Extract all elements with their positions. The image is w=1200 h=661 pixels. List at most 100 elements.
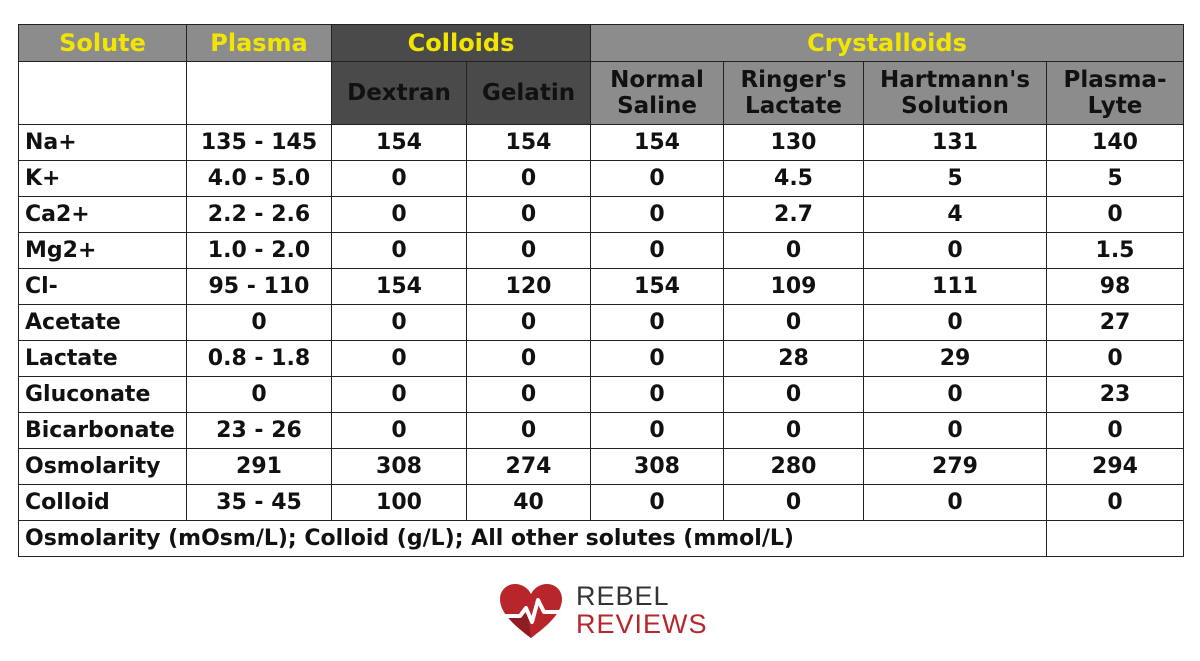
solute-cell: Mg2+ <box>18 232 187 269</box>
normal-saline-cell: 0 <box>590 196 725 233</box>
footnote-blank-cell <box>1046 520 1185 557</box>
ringers-lactate-cell: 0 <box>723 484 865 521</box>
ringers-lactate-cell: 0 <box>723 232 865 269</box>
plasma-lyte-cell: 98 <box>1046 268 1185 305</box>
normal-saline-cell: 0 <box>590 376 725 413</box>
table-row: Na+ 135 - 145 154 154 154 130 131 140 <box>18 124 1185 161</box>
hartmanns-cell: 0 <box>863 232 1048 269</box>
hartmanns-cell: 29 <box>863 340 1048 377</box>
plasma-cell: 291 <box>186 448 332 485</box>
ringers-lactate-cell: 130 <box>723 124 865 161</box>
ringers-lactate-cell: 109 <box>723 268 865 305</box>
ringers-lactate-cell: 0 <box>723 412 865 449</box>
hartmanns-cell: 4 <box>863 196 1048 233</box>
gelatin-cell: 0 <box>465 412 592 449</box>
gelatin-cell: 0 <box>465 196 592 233</box>
plasma-lyte-cell: 5 <box>1046 160 1185 197</box>
plasma-lyte-cell: 0 <box>1046 412 1185 449</box>
dextran-cell: 0 <box>331 304 467 341</box>
solute-cell: Gluconate <box>18 376 187 413</box>
plasma-cell: 0 <box>186 376 332 413</box>
hartmanns-cell: 0 <box>863 484 1048 521</box>
subheader-ringers-lactate: Ringer's Lactate <box>723 61 865 125</box>
gelatin-cell: 0 <box>465 340 592 377</box>
header-colloids: Colloids <box>330 24 592 62</box>
solute-cell: Cl- <box>18 268 187 305</box>
solute-cell: Acetate <box>18 304 187 341</box>
table-body: Na+ 135 - 145 154 154 154 130 131 140 K+… <box>17 124 1185 557</box>
normal-saline-cell: 0 <box>590 484 725 521</box>
ringers-lactate-cell: 0 <box>723 304 865 341</box>
hartmanns-cell: 0 <box>863 412 1048 449</box>
table-row: Lactate 0.8 - 1.8 0 0 0 28 29 0 <box>18 340 1185 377</box>
plasma-lyte-cell: 294 <box>1046 448 1185 485</box>
dextran-cell: 0 <box>331 412 467 449</box>
plasma-lyte-cell: 1.5 <box>1046 232 1185 269</box>
hartmanns-cell: 111 <box>863 268 1048 305</box>
logo-line-2: REVIEWS <box>576 609 708 639</box>
header-row-top: Solute Plasma Colloids Crystalloids <box>18 24 1185 62</box>
normal-saline-cell: 0 <box>590 160 725 197</box>
solute-cell: Na+ <box>18 124 187 161</box>
plasma-cell: 135 - 145 <box>186 124 332 161</box>
table-row: Gluconate 0 0 0 0 0 0 23 <box>18 376 1185 413</box>
plasma-lyte-cell: 140 <box>1046 124 1185 161</box>
normal-saline-cell: 0 <box>590 232 725 269</box>
header-row-sub: Dextran Gelatin Normal Saline Ringer's L… <box>18 61 1185 125</box>
hartmanns-cell: 131 <box>863 124 1048 161</box>
gelatin-cell: 120 <box>465 268 592 305</box>
plasma-cell: 95 - 110 <box>186 268 332 305</box>
hartmanns-cell: 0 <box>863 376 1048 413</box>
table-row: Acetate 0 0 0 0 0 0 27 <box>18 304 1185 341</box>
table-row: Cl- 95 - 110 154 120 154 109 111 98 <box>18 268 1185 305</box>
ringers-lactate-cell: 2.7 <box>723 196 865 233</box>
normal-saline-cell: 154 <box>590 124 725 161</box>
plasma-cell: 0.8 - 1.8 <box>186 340 332 377</box>
gelatin-cell: 0 <box>465 160 592 197</box>
plasma-cell: 35 - 45 <box>186 484 332 521</box>
heart-ecg-icon <box>498 582 564 644</box>
table-row: Mg2+ 1.0 - 2.0 0 0 0 0 0 1.5 <box>18 232 1185 269</box>
hartmanns-cell: 279 <box>863 448 1048 485</box>
normal-saline-cell: 154 <box>590 268 725 305</box>
plasma-cell: 1.0 - 2.0 <box>186 232 332 269</box>
ringers-lactate-cell: 280 <box>723 448 865 485</box>
hartmanns-cell: 5 <box>863 160 1048 197</box>
plasma-cell: 0 <box>186 304 332 341</box>
dextran-cell: 154 <box>331 268 467 305</box>
solute-cell: Osmolarity <box>18 448 187 485</box>
solute-cell: Colloid <box>18 484 187 521</box>
header-blank-cell <box>186 61 332 125</box>
normal-saline-cell: 308 <box>590 448 725 485</box>
plasma-lyte-cell: 0 <box>1046 484 1185 521</box>
subheader-gelatin: Gelatin <box>465 61 592 125</box>
dextran-cell: 100 <box>331 484 467 521</box>
subheader-dextran: Dextran <box>331 61 467 125</box>
gelatin-cell: 0 <box>465 376 592 413</box>
table-row: Ca2+ 2.2 - 2.6 0 0 0 2.7 4 0 <box>18 196 1185 233</box>
dextran-cell: 0 <box>331 232 467 269</box>
table-row: Bicarbonate 23 - 26 0 0 0 0 0 0 <box>18 412 1185 449</box>
fluid-composition-table: Solute Plasma Colloids Crystalloids Dext… <box>17 24 1185 557</box>
dextran-cell: 308 <box>331 448 467 485</box>
units-footnote: Osmolarity (mOsm/L); Colloid (g/L); All … <box>17 520 1048 557</box>
header-blank-cell <box>18 61 187 125</box>
plasma-cell: 2.2 - 2.6 <box>186 196 332 233</box>
hartmanns-cell: 0 <box>863 304 1048 341</box>
gelatin-cell: 0 <box>465 232 592 269</box>
normal-saline-cell: 0 <box>590 412 725 449</box>
dextran-cell: 0 <box>331 340 467 377</box>
plasma-cell: 4.0 - 5.0 <box>186 160 332 197</box>
solute-cell: Ca2+ <box>18 196 187 233</box>
normal-saline-cell: 0 <box>590 340 725 377</box>
plasma-lyte-cell: 23 <box>1046 376 1185 413</box>
table-row: Osmolarity 291 308 274 308 280 279 294 <box>18 448 1185 485</box>
table-row: Colloid 35 - 45 100 40 0 0 0 0 <box>18 484 1185 521</box>
gelatin-cell: 0 <box>465 304 592 341</box>
ringers-lactate-cell: 28 <box>723 340 865 377</box>
normal-saline-cell: 0 <box>590 304 725 341</box>
header-plasma: Plasma <box>186 24 332 62</box>
plasma-lyte-cell: 0 <box>1046 196 1185 233</box>
dextran-cell: 0 <box>331 196 467 233</box>
dextran-cell: 0 <box>331 376 467 413</box>
